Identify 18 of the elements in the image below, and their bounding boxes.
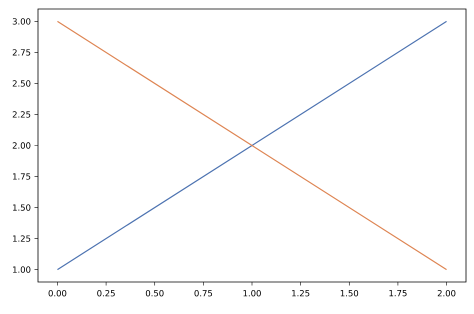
x-tick-label: 0.25 (97, 290, 115, 296)
y-tick-label: 2.75 (12, 49, 30, 56)
x-tick-label: 1.50 (340, 290, 358, 296)
y-tick-label: 1.00 (13, 266, 30, 273)
x-tick-label: 0.75 (194, 290, 212, 296)
x-tick-label: 1.75 (389, 290, 407, 296)
y-tick-label: 3.00 (12, 18, 30, 25)
y-tick-label: 1.50 (13, 204, 30, 211)
x-tick-label: 0.50 (146, 290, 164, 296)
y-tick-label: 1.75 (13, 173, 30, 180)
x-tick-label: 2.00 (438, 290, 456, 296)
x-tick-label: 0.00 (48, 290, 66, 296)
x-tick-label: 1.25 (292, 290, 310, 296)
y-tick-label: 2.25 (12, 111, 30, 118)
y-tick-label: 1.25 (13, 235, 30, 242)
y-tick-label: 2.00 (12, 142, 30, 149)
y-tick-label: 2.50 (12, 80, 30, 87)
x-tick-label: 1.00 (244, 290, 261, 296)
